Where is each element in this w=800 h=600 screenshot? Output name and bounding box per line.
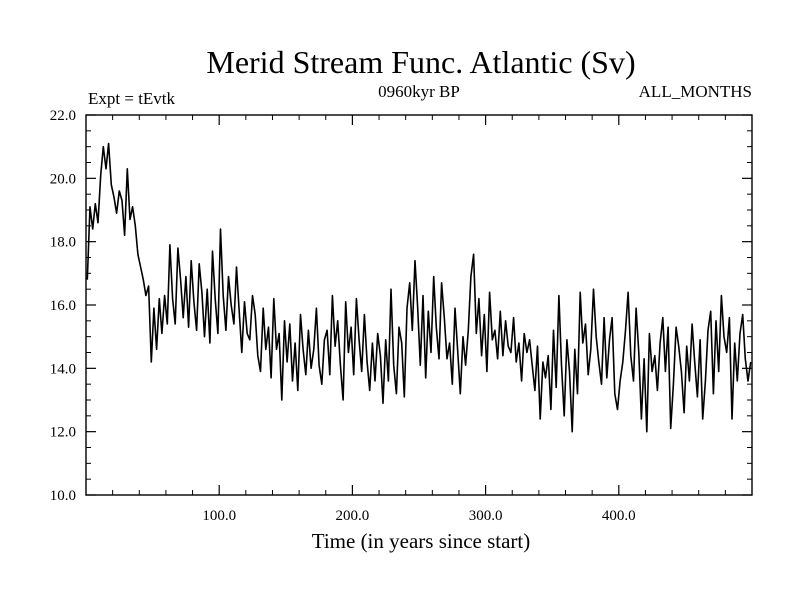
y-tick-label: 12.0 [50, 425, 76, 441]
y-tick-label: 16.0 [50, 298, 76, 314]
subtitle-left: Expt = tEvtk [88, 89, 176, 108]
subtitle-center: 0960kyr BP [378, 82, 460, 101]
plot-frame [85, 114, 753, 496]
y-tick-label: 18.0 [50, 235, 76, 251]
x-axis-label: Time (in years since start) [312, 529, 531, 553]
y-tick-label: 20.0 [50, 171, 76, 187]
series-line [86, 142, 752, 433]
x-tick-label: 400.0 [602, 508, 636, 524]
x-tick-label: 300.0 [469, 508, 503, 524]
x-tick-label: 200.0 [336, 508, 370, 524]
y-tick-label: 22.0 [50, 108, 76, 124]
plot-area: 100.0 200.0 300.0 400.0 10.0 12.0 14.0 16.0 18.0… [50, 108, 752, 524]
x-tick-label: 100.0 [202, 508, 236, 524]
y-tick-label: 14.0 [50, 361, 76, 377]
subtitle-right: ALL_MONTHS [639, 82, 752, 101]
y-tick-label: 10.0 [50, 488, 76, 504]
chart-title: Merid Stream Func. Atlantic (Sv) [206, 44, 635, 80]
